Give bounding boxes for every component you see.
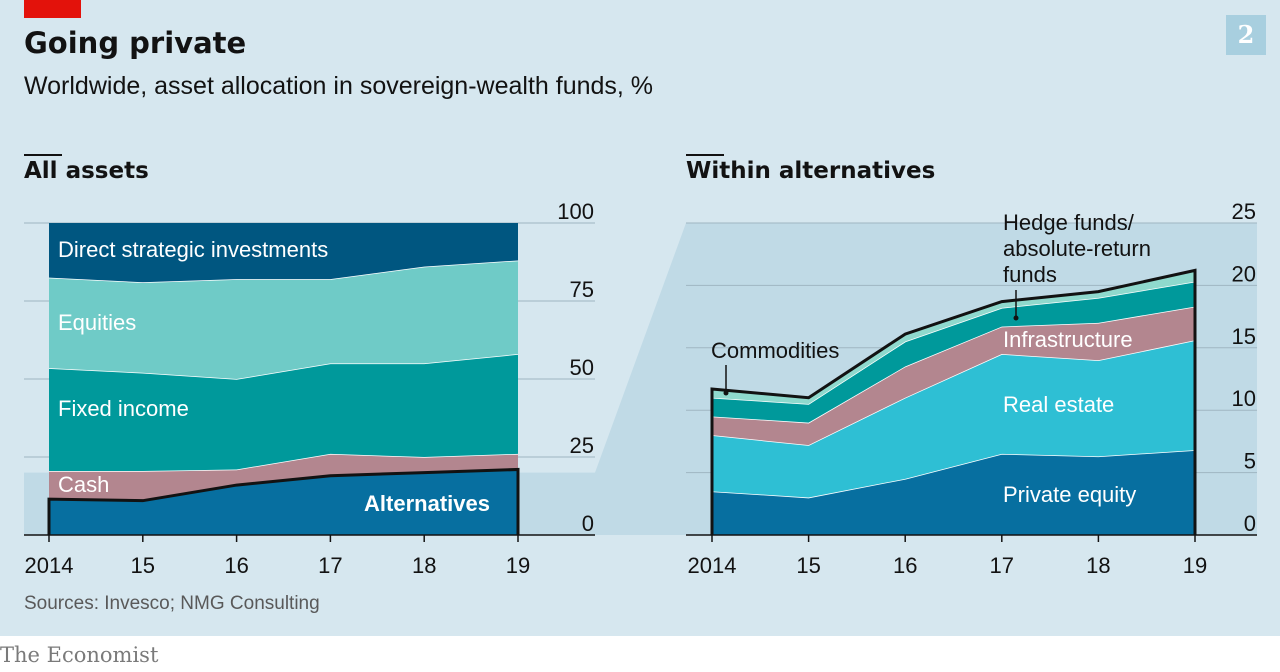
right-label-hedge-funds-line-3: funds [1003, 262, 1057, 287]
commodities-leader-dot [723, 390, 729, 396]
right-area-real-estate [712, 340, 1195, 498]
brand-red-tag [24, 0, 81, 18]
right-y-tick-5: 5 [1244, 449, 1256, 474]
left-alternatives-outline [47, 467, 520, 535]
right-area-infrastructure [712, 306, 1195, 446]
left-y-tick-50: 50 [570, 355, 594, 380]
right-area-commodities [712, 270, 1195, 404]
left-area-fixed-income [49, 354, 518, 472]
source-note: Sources: Invesco; NMG Consulting [24, 593, 320, 614]
left-y-tick-75: 75 [570, 277, 594, 302]
right-y-tick-25: 25 [1232, 199, 1256, 224]
right-x-tick-2016: 16 [893, 553, 917, 578]
left-area-alternatives [49, 469, 518, 535]
brand-logo: The Economist [0, 643, 159, 667]
right-x-tick-2019: 19 [1183, 553, 1207, 578]
left-label-fixed-income: Fixed income [58, 396, 189, 421]
chart-number-badge: 2 [1226, 15, 1266, 55]
charts-canvas: 0 25 50 75 100 2014 15 16 17 18 19 0 5 10 15 20 25 2014 15… [24, 199, 1257, 578]
left-label-alternatives: Alternatives [364, 491, 490, 516]
right-y-tick-10: 10 [1232, 386, 1256, 411]
right-area-private-equity [712, 450, 1195, 535]
chart-title: Going private [24, 26, 247, 60]
left-x-tick-2017: 17 [318, 553, 342, 578]
left-area-direct-strategic-investments [49, 223, 518, 283]
left-y-tick-100: 100 [557, 199, 594, 224]
left-panel-rule [24, 154, 62, 156]
left-x-tick-2018: 18 [412, 553, 436, 578]
zoom-connector [595, 223, 686, 535]
right-x-tick-2017: 17 [990, 553, 1014, 578]
right-x-tick-2018: 18 [1086, 553, 1110, 578]
left-x-tick-2019: 19 [506, 553, 530, 578]
left-area-cash [49, 453, 518, 501]
right-y-tick-20: 20 [1232, 261, 1256, 286]
left-x-tick-2015: 15 [131, 553, 155, 578]
left-label-cash: Cash [58, 472, 109, 497]
right-label-hedge-funds-line-2: absolute-return [1003, 236, 1151, 261]
left-panel-title: All assets [24, 158, 149, 184]
right-label-hedge-funds: Hedge funds/absolute-return funds [1003, 210, 1151, 287]
left-y-tick-25: 25 [570, 433, 594, 458]
right-label-infrastructure: Infrastructure [1003, 327, 1133, 352]
right-label-commodities: Commodities [711, 338, 839, 363]
left-x-tick-2014: 2014 [25, 553, 74, 578]
right-total-outline [710, 268, 1197, 535]
right-panel-title: Within alternatives [686, 158, 936, 184]
right-label-private-equity: Private equity [1003, 482, 1136, 507]
left-label-direct-strategic-investments: Direct strategic investments [58, 237, 328, 262]
hedge-funds-leader-dot [1013, 315, 1019, 321]
right-x-tick-2015: 15 [796, 553, 820, 578]
chart-subtitle: Worldwide, asset allocation in sovereign… [24, 72, 654, 100]
right-label-real-estate: Real estate [1003, 392, 1114, 417]
left-label-equities: Equities [58, 310, 136, 335]
right-area-hedge-funds-absolute-return-funds [712, 281, 1195, 423]
left-x-tick-2016: 16 [224, 553, 248, 578]
left-area-equities [49, 260, 518, 379]
right-y-tick-0: 0 [1244, 511, 1256, 536]
right-panel-rule [686, 154, 724, 156]
right-x-tick-2014: 2014 [688, 553, 737, 578]
right-label-hedge-funds-line-1: Hedge funds/ [1003, 210, 1135, 235]
right-y-tick-15: 15 [1232, 324, 1256, 349]
left-y-tick-0: 0 [582, 511, 594, 536]
